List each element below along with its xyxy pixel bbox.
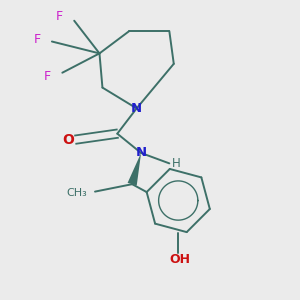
Polygon shape: [128, 153, 141, 185]
Text: F: F: [44, 70, 51, 83]
Text: O: O: [62, 133, 74, 147]
Text: F: F: [34, 33, 40, 46]
Text: F: F: [56, 10, 63, 23]
Text: N: N: [131, 102, 142, 115]
Text: CH₃: CH₃: [67, 188, 88, 198]
Text: N: N: [136, 146, 147, 160]
Text: OH: OH: [169, 253, 190, 266]
Text: H: H: [172, 157, 181, 170]
